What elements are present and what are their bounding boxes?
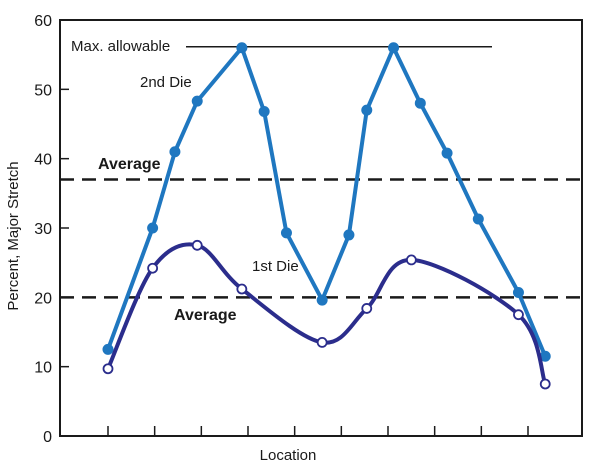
y-tick-label: 30 [34,221,52,238]
data-point [258,106,270,118]
annotations: Max. allowable 2nd Die Average 1st Die A… [71,38,299,324]
data-point [147,262,159,274]
data-point [169,146,181,158]
data-point [361,303,373,314]
data-point [191,95,203,107]
data-point [102,343,114,355]
series-1st-die [102,239,551,390]
data-point [441,147,453,159]
series-group [102,42,551,390]
data-point [280,227,292,239]
data-point [316,294,328,306]
data-point [102,363,114,375]
y-tick-label: 40 [34,152,52,169]
average-lower-label: Average [174,307,237,324]
max-allowable-label: Max. allowable [71,38,170,55]
x-axis-title: Location [260,447,317,464]
y-tick-label: 20 [34,290,52,307]
data-point [191,239,203,251]
y-tick-label: 50 [34,82,52,99]
y-axis-title: Percent, Major Stretch [5,161,22,310]
data-point [414,97,426,109]
average-upper-label: Average [98,156,161,173]
data-point [361,104,373,116]
data-point [343,229,355,241]
data-point [472,213,484,225]
data-point [513,309,524,321]
second-die-label: 2nd Die [140,74,192,91]
axes: 0 10 20 30 40 50 60 [34,13,583,446]
data-point [236,42,248,54]
data-point [316,336,328,348]
y-tick-label: 0 [43,429,52,446]
series-line-2nd-die [106,45,548,358]
y-tick-label: 10 [34,360,52,377]
data-point [512,286,524,298]
plot-frame [59,19,583,437]
data-point [539,378,551,390]
first-die-label: 1st Die [252,258,299,275]
data-point [388,42,400,54]
data-point [405,254,417,266]
data-point [147,222,159,234]
data-point [236,283,248,295]
y-tick-label: 60 [34,13,52,30]
series-2nd-die [102,42,551,362]
